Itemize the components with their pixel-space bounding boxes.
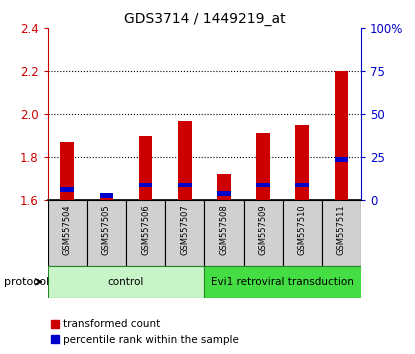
- Bar: [87, 200, 126, 266]
- Bar: [295, 183, 309, 187]
- Bar: [178, 121, 192, 200]
- Bar: [178, 183, 192, 187]
- Bar: [205, 200, 244, 266]
- Text: GSM557508: GSM557508: [220, 204, 229, 255]
- Bar: [48, 266, 205, 298]
- Bar: [295, 125, 309, 200]
- Bar: [283, 200, 322, 266]
- Text: GSM557504: GSM557504: [63, 204, 72, 255]
- Legend: transformed count, percentile rank within the sample: transformed count, percentile rank withi…: [47, 315, 244, 349]
- Text: GSM557510: GSM557510: [298, 204, 307, 255]
- Bar: [256, 183, 270, 187]
- Bar: [322, 200, 361, 266]
- Bar: [205, 266, 361, 298]
- Text: GSM557506: GSM557506: [141, 204, 150, 255]
- Bar: [139, 183, 152, 187]
- Bar: [244, 200, 283, 266]
- Text: GSM557507: GSM557507: [180, 204, 189, 255]
- Text: Evi1 retroviral transduction: Evi1 retroviral transduction: [211, 277, 354, 287]
- Text: GSM557509: GSM557509: [259, 204, 268, 255]
- Text: control: control: [108, 277, 144, 287]
- Text: protocol: protocol: [4, 277, 49, 287]
- Bar: [217, 191, 231, 196]
- Bar: [139, 136, 152, 200]
- Bar: [100, 193, 113, 198]
- Bar: [165, 200, 204, 266]
- Title: GDS3714 / 1449219_at: GDS3714 / 1449219_at: [124, 12, 285, 26]
- Bar: [126, 200, 165, 266]
- Bar: [61, 187, 74, 192]
- Bar: [217, 174, 231, 200]
- Text: GSM557505: GSM557505: [102, 204, 111, 255]
- Bar: [334, 71, 348, 200]
- Text: GSM557511: GSM557511: [337, 204, 346, 255]
- Bar: [256, 133, 270, 200]
- Bar: [48, 200, 87, 266]
- Bar: [61, 142, 74, 200]
- Bar: [334, 157, 348, 161]
- Bar: [100, 198, 113, 200]
